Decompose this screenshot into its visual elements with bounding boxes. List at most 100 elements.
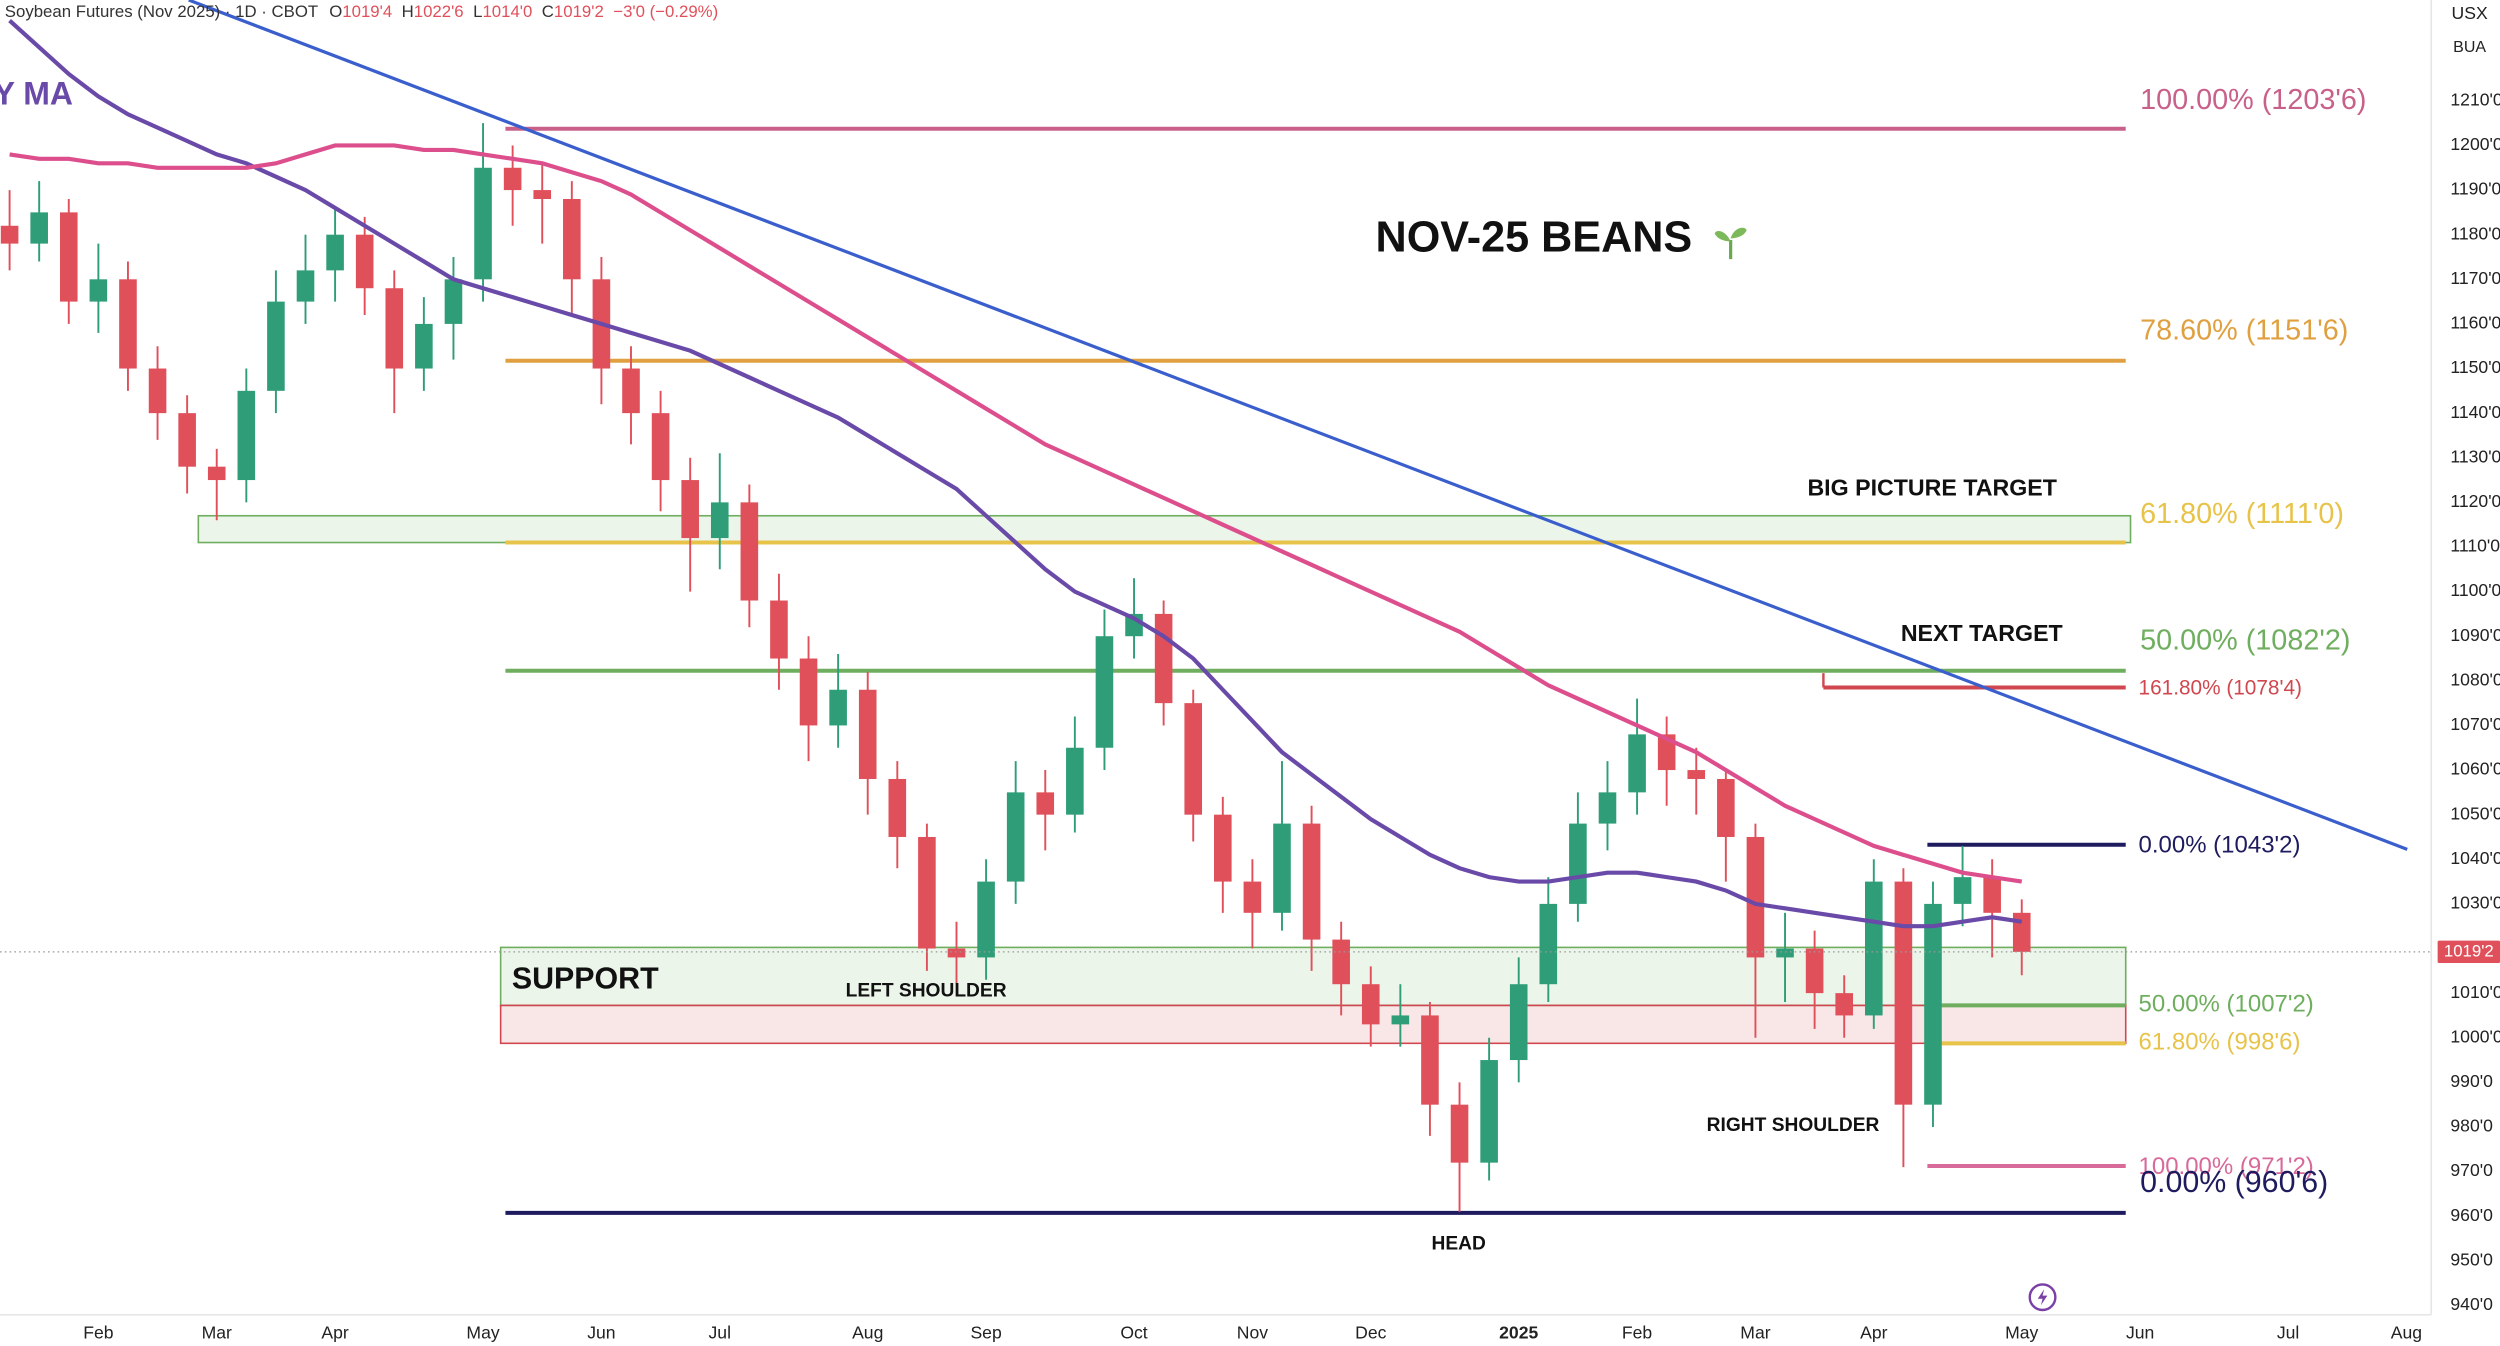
change: −3'0 (−0.29%) xyxy=(613,2,718,21)
candle-body xyxy=(1480,1060,1498,1163)
y-axis: 940'0 950'0 960'0 970'0 980'0 990'0 1000'0 1010… xyxy=(2450,89,2500,1314)
candle-body xyxy=(385,288,404,369)
candle-body xyxy=(1421,1015,1439,1105)
candle-body xyxy=(267,301,285,391)
x-tick-label: 2025 xyxy=(1499,1323,1538,1343)
candle-body xyxy=(1509,984,1528,1061)
header: Soybean Futures (Nov 2025) · 1D · CBOT O… xyxy=(5,2,718,21)
unit: BUA xyxy=(2453,39,2486,56)
y-tick-label: 1180'0 xyxy=(2450,223,2500,243)
x-tick-label: Nov xyxy=(1237,1323,1268,1343)
candle-body xyxy=(2012,912,2031,952)
y-tick-label: 1010'0 xyxy=(2450,982,2500,1002)
y-tick-label: 1070'0 xyxy=(2450,714,2500,734)
candle-body xyxy=(1361,984,1380,1025)
candle-body xyxy=(89,279,108,302)
candle-body xyxy=(59,212,78,302)
y-tick-label: 1000'0 xyxy=(2450,1026,2500,1046)
x-tick-label: May xyxy=(466,1323,499,1343)
candle-body xyxy=(1776,948,1794,958)
candle-body xyxy=(1924,903,1942,1105)
candle-body xyxy=(1184,703,1203,815)
level-label: 0.00% (1043'2) xyxy=(2139,832,2301,859)
candle-body xyxy=(1569,823,1587,904)
candle-body xyxy=(444,279,463,324)
level-label: 100.00% (971'2) xyxy=(2139,1153,2314,1180)
x-tick-label: Sep xyxy=(970,1323,1002,1343)
x-tick-label: Apr xyxy=(1860,1323,1888,1343)
ma-label: Y MA xyxy=(0,75,73,111)
y-tick-label: 1050'0 xyxy=(2450,803,2500,823)
level-label: 0.00% (960'6) xyxy=(2140,1165,2328,1199)
x-tick-label: Mar xyxy=(202,1323,232,1343)
y-tick-label: 1080'0 xyxy=(2450,669,2500,689)
candle-body xyxy=(977,881,995,958)
annotation: LEFT SHOULDER xyxy=(846,981,1007,1002)
annotation: NEXT TARGET xyxy=(1901,620,2063,646)
y-tick-label: 1040'0 xyxy=(2450,848,2500,868)
candle-body xyxy=(1095,636,1114,748)
candle-body xyxy=(1835,993,1854,1016)
candle-body xyxy=(1214,814,1232,882)
moving-average xyxy=(9,143,2023,884)
x-tick-label: Aug xyxy=(2391,1323,2422,1343)
ohlc-key: H xyxy=(402,2,414,21)
candle-body xyxy=(563,198,581,280)
candle-body xyxy=(858,689,877,779)
annotation: HEAD xyxy=(1432,1233,1487,1254)
ohlc-key: L xyxy=(473,2,482,21)
candle-body xyxy=(1036,792,1055,815)
annotation: SUPPORT xyxy=(512,962,659,996)
annotation: BIG PICTURE TARGET xyxy=(1807,475,2056,501)
candle-body xyxy=(474,167,492,280)
x-tick-label: Oct xyxy=(1120,1323,1147,1343)
level-label: 100.00% (1203'6) xyxy=(2140,84,2366,116)
candle-body xyxy=(1539,903,1558,985)
moving-average xyxy=(8,18,2023,929)
ohlc-key: O xyxy=(329,2,342,21)
y-tick-label: 1170'0 xyxy=(2450,268,2500,288)
y-tick-label: 1200'0 xyxy=(2450,134,2500,154)
candle-body xyxy=(1391,1015,1410,1025)
candle-body xyxy=(503,167,522,191)
candle-body xyxy=(415,323,433,369)
zones xyxy=(197,514,2132,1045)
annotation: RIGHT SHOULDER xyxy=(1707,1115,1880,1136)
zone xyxy=(197,514,2132,544)
last-price-label: 1019'2 xyxy=(2444,941,2494,960)
candle-body xyxy=(207,466,226,481)
candle-body xyxy=(1746,836,1765,958)
x-tick-label: May xyxy=(2005,1323,2038,1343)
candle-body xyxy=(1953,877,1972,904)
y-tick-label: 1060'0 xyxy=(2450,759,2500,779)
candle-body xyxy=(1865,881,1883,1016)
candle-body xyxy=(326,234,344,271)
levels: 100.00% (1203'6) 78.60% (1151'6) 61.80% (1… xyxy=(505,84,2366,1215)
candle-body xyxy=(1006,792,1025,882)
candle-body xyxy=(1450,1104,1469,1163)
candle-body xyxy=(888,778,907,837)
y-tick-label: 1030'0 xyxy=(2450,893,2500,913)
candle-body xyxy=(1243,881,1262,913)
candle-body xyxy=(1687,770,1706,779)
x-tick-label: Dec xyxy=(1355,1323,1386,1343)
candle-body xyxy=(622,368,640,414)
y-tick-label: 1090'0 xyxy=(2450,625,2500,645)
x-tick-label: Feb xyxy=(1622,1323,1653,1343)
candle-body xyxy=(829,689,847,726)
candle-body xyxy=(947,948,966,958)
candle-body xyxy=(1598,792,1617,824)
symbol: Soybean Futures (Nov 2025) · 1D · CBOT xyxy=(5,2,318,21)
candle-body xyxy=(918,836,936,949)
plot xyxy=(0,0,2408,1212)
y-tick-label: 1210'0 xyxy=(2450,89,2500,109)
level-label: 61.80% (998'6) xyxy=(2139,1029,2301,1056)
level-label: 161.80% (1078'4) xyxy=(2139,677,2302,700)
zone xyxy=(499,946,2127,1007)
y-tick-label: 1110'0 xyxy=(2450,536,2500,556)
replay-icon[interactable] xyxy=(2028,1283,2057,1312)
candle-body xyxy=(710,502,729,539)
